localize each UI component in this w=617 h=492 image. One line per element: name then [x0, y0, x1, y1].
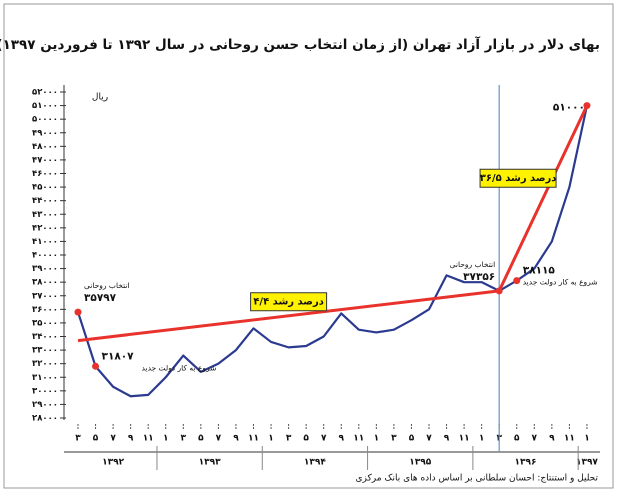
- annotation-point: [92, 362, 100, 370]
- annotation-caption: انتخاب روحانی: [84, 281, 130, 290]
- y-tick-label: ۴۵۰۰۰: [32, 183, 58, 193]
- y-tick-label: ۴۴۰۰۰: [32, 196, 58, 206]
- year-label: ۱۳۹۷: [576, 458, 598, 468]
- x-tick-label: ۹: [128, 434, 134, 444]
- annotation-value: ۳۵۷۹۷: [84, 292, 117, 304]
- y-tick-label: ۲۸۰۰۰: [32, 414, 58, 424]
- y-tick-label: ۴۰۰۰۰: [32, 251, 58, 261]
- x-tick-label: ۱: [268, 434, 274, 444]
- x-tick-label: ۳: [181, 434, 187, 444]
- year-label: ۱۳۹۵: [409, 458, 431, 468]
- annotation-value: ۳۷۳۵۶: [463, 271, 495, 283]
- y-tick-label: ۳۰۰۰۰: [32, 386, 58, 396]
- annotation-caption: شروع به کار دولت جدید: [142, 363, 217, 372]
- trend-label-box: [250, 292, 328, 312]
- y-tick-label: ۴۷۰۰۰: [32, 155, 58, 165]
- x-tick-label: ۵: [303, 434, 309, 444]
- x-tick-label: ۹: [339, 434, 345, 444]
- y-tick-label: ۵۲۰۰۰: [32, 88, 58, 98]
- annotation-point: [583, 102, 591, 110]
- annotation-caption: شروع به کار دولت جدید: [523, 278, 598, 287]
- x-tick-label: ۹: [444, 434, 450, 444]
- annotation-value: ۳۸۱۱۵: [523, 265, 556, 277]
- y-tick-label: ۳۳۰۰۰: [32, 346, 58, 356]
- source: تحلیل و استنتاج: احسان سلطانی بر اساس دا…: [355, 474, 598, 484]
- annotation-value: ۵۱۰۰۰: [553, 102, 585, 114]
- x-tick-label: ۵: [198, 434, 204, 444]
- chart-title: بهای دلار در بازار آزاد تهران (از زمان ا…: [0, 36, 600, 53]
- trend-line: [77, 289, 500, 343]
- x-tick-label: ۳: [286, 434, 292, 444]
- y-tick-label: ۵۱۰۰۰: [32, 101, 58, 111]
- y-tick-label: ۳۹۰۰۰: [32, 264, 58, 274]
- y-tick-label: ۳۵۰۰۰: [32, 318, 58, 328]
- year-label: ۱۳۹۶: [515, 458, 537, 468]
- annotation-caption: انتخاب روحانی: [450, 260, 496, 269]
- x-tick-label: ۵: [514, 434, 520, 444]
- x-tick-label: ۷: [321, 434, 327, 444]
- year-label: ۱۳۹۲: [102, 458, 124, 468]
- trend-label: ۴/۴ درصد رشد: [253, 297, 324, 308]
- x-tick-label: ۱: [163, 434, 169, 444]
- x-tick-label: ۹: [233, 434, 239, 444]
- y-tick-label: ۴۶۰۰۰: [32, 169, 58, 179]
- y-tick-label: ۴۸۰۰۰: [32, 142, 58, 152]
- trend-label-box: [479, 168, 557, 188]
- y-tick-label: ۳۴۰۰۰: [32, 332, 58, 342]
- trend-label: ۳۶/۵ درصد رشد: [480, 173, 557, 184]
- annotation-point: [495, 287, 503, 295]
- x-tick-label: ۱۱: [459, 434, 470, 444]
- x-tick-label: ۱۱: [143, 434, 154, 444]
- x-tick-label: ۳: [391, 434, 397, 444]
- annotation-point: [513, 277, 521, 285]
- y-tick-label: ۳۶۰۰۰: [32, 305, 58, 315]
- y-tick-label: ۳۷۰۰۰: [32, 291, 58, 301]
- trend-line: [497, 104, 589, 292]
- year-label: ۱۳۹۳: [199, 458, 221, 468]
- frame: [3, 3, 614, 489]
- x-tick-label: ۷: [110, 434, 116, 444]
- y-tick-label: ۴۱۰۰۰: [32, 237, 58, 247]
- x-tick-label: ۷: [216, 434, 222, 444]
- x-tick-label: ۱۱: [353, 434, 364, 444]
- x-tick-label: ۷: [532, 434, 538, 444]
- y-tick-label: ۵۰۰۰۰: [32, 115, 58, 125]
- y-tick-label: ۳۸۰۰۰: [32, 278, 58, 288]
- annotation-point: [74, 308, 82, 316]
- y-tick-label: ۴۳۰۰۰: [32, 210, 58, 220]
- x-tick-label: ۱: [479, 434, 485, 444]
- annotation-value: ۳۱۸۰۷: [102, 350, 135, 362]
- y-tick-label: ۳۲۰۰۰: [32, 359, 58, 369]
- x-tick-label: ۳: [75, 434, 81, 444]
- y-tick-label: ۲۹۰۰۰: [32, 400, 58, 410]
- x-tick-label: ۱: [374, 434, 380, 444]
- x-tick-label: ۱: [584, 434, 590, 444]
- x-tick-label: ۱۱: [564, 434, 575, 444]
- x-tick-label: ۵: [409, 434, 415, 444]
- x-tick-label: ۵: [93, 434, 99, 444]
- unit-label: ریال: [92, 93, 108, 103]
- year-label: ۱۳۹۴: [304, 458, 326, 468]
- x-tick-label: ۷: [426, 434, 432, 444]
- x-tick-label: ۹: [549, 434, 555, 444]
- y-tick-label: ۴۲۰۰۰: [32, 223, 58, 233]
- x-tick-label: ۱۱: [248, 434, 259, 444]
- y-tick-label: ۳۱۰۰۰: [32, 373, 58, 383]
- y-tick-label: ۴۹۰۰۰: [32, 128, 58, 138]
